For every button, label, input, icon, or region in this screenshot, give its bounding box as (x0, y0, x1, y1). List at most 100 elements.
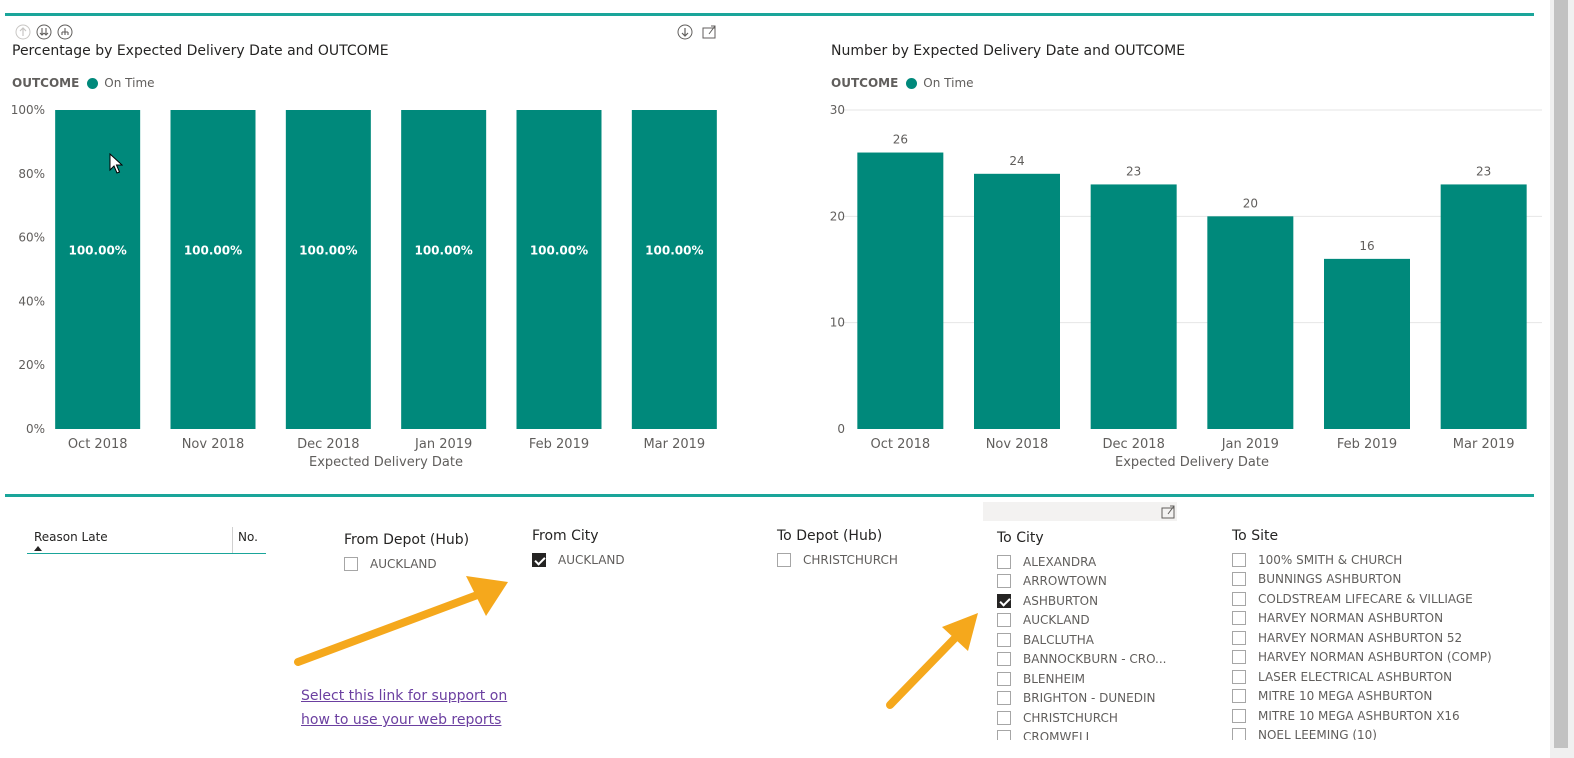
slicer-item[interactable]: HARVEY NORMAN ASHBURTON (1232, 609, 1492, 629)
checkbox[interactable] (777, 552, 791, 567)
support-link[interactable]: Select this link for support on (301, 688, 507, 704)
slicer-item[interactable]: HARVEY NORMAN ASHBURTON (COMP) (1232, 648, 1492, 668)
drill-up-icon[interactable] (15, 24, 31, 40)
checkbox[interactable] (997, 613, 1011, 628)
slicer-item-label: HARVEY NORMAN ASHBURTON 52 (1258, 630, 1463, 645)
checkbox[interactable] (997, 691, 1011, 706)
slicer-item-label: BANNOCKBURN - CRO... (1023, 652, 1167, 667)
checkbox[interactable] (1232, 689, 1246, 704)
data-label: 100.00% (299, 244, 357, 258)
slicer-item[interactable]: HARVEY NORMAN ASHBURTON 52 (1232, 628, 1492, 648)
percentage-bar-chart: 0% 20% 40% 60% 80% 100% 100.00% Oct 2018 100.00%… (11, 103, 717, 470)
data-label: 26 (893, 133, 908, 147)
slicer-title-to-depot: To Depot (Hub) (777, 528, 883, 544)
slicer-item[interactable]: BANNOCKBURN - CRO... (997, 650, 1167, 670)
slicer-item[interactable]: CHRISTCHURCH (777, 550, 898, 570)
slicer-item[interactable]: AUCKLAND (532, 550, 625, 570)
middle-divider (5, 494, 1534, 497)
support-link-line2[interactable]: how to use your web reports (301, 712, 502, 728)
legend-title: OUTCOME (12, 76, 80, 90)
checkbox[interactable] (997, 652, 1011, 667)
checkbox-checked[interactable] (532, 552, 546, 567)
slicer-item[interactable]: LASER ELECTRICAL ASHBURTON (1232, 667, 1492, 687)
checkbox[interactable] (1232, 708, 1246, 723)
support-link-line1[interactable]: Select this link for support on (301, 688, 508, 704)
checkbox[interactable] (1232, 728, 1246, 740)
x-tick-label: Mar 2019 (1453, 437, 1515, 452)
data-label: 100.00% (530, 244, 588, 258)
slicer-item[interactable]: BLENHEIM (997, 669, 1167, 689)
slicer-item[interactable]: 100% SMITH & CHURCH (1232, 550, 1492, 570)
checkbox[interactable] (1232, 669, 1246, 684)
slicer-from-city: AUCKLAND (532, 550, 625, 570)
slicer-item[interactable]: MITRE 10 MEGA ASHBURTON (1232, 687, 1492, 707)
chart-legend-number: OUTCOME On Time (831, 76, 974, 90)
checkbox[interactable] (997, 632, 1011, 647)
slicer-item[interactable]: BALCLUTHA (997, 630, 1167, 650)
legend-label-on-time[interactable]: On Time (923, 76, 974, 90)
slicer-item[interactable]: COLDSTREAM LIFECARE & VILLIAGE (1232, 589, 1492, 609)
expand-hierarchy-icon[interactable] (57, 24, 73, 40)
support-link[interactable]: how to use your web reports (301, 712, 501, 728)
slicer-item[interactable]: ARROWTOWN (997, 572, 1167, 592)
number-bar-chart: 0 10 20 30 26 Oct 2018 24 Nov 2018 23 Dec 2018 20 J… (830, 103, 1542, 470)
legend-dot-on-time (906, 77, 918, 89)
scrollbar-thumb[interactable] (1554, 0, 1568, 748)
slicer-item[interactable]: BRIGHTON - DUNEDIN (997, 689, 1167, 709)
visual-header-bar (983, 502, 1177, 521)
x-axis-title: Expected Delivery Date (309, 455, 463, 470)
slicer-item[interactable]: CROMWELL (997, 728, 1167, 740)
checkbox-checked[interactable] (997, 593, 1011, 608)
column-header-reason-late[interactable]: Reason Late (34, 530, 108, 544)
slicer-to-city-viewport: ALEXANDRA ARROWTOWN ASHBURTON AUCKLAND BALCL… (997, 552, 1187, 740)
checkbox[interactable] (1232, 591, 1246, 606)
checkbox[interactable] (1232, 611, 1246, 626)
column-header-no[interactable]: No. (238, 530, 258, 544)
slicer-item-label: BUNNINGS ASHBURTON (1258, 572, 1402, 587)
data-label: 16 (1359, 239, 1374, 253)
slicer-item[interactable]: MITRE 10 MEGA ASHBURTON X16 (1232, 706, 1492, 726)
y-tick-label: 20 (830, 209, 845, 223)
slicer-item[interactable]: CHRISTCHURCH (997, 708, 1167, 728)
checkbox[interactable] (997, 671, 1011, 686)
checkbox[interactable] (997, 730, 1011, 740)
slicer-item[interactable]: ALEXANDRA (997, 552, 1167, 572)
checkbox[interactable] (997, 574, 1011, 589)
slicer-item-label: HARVEY NORMAN ASHBURTON (1258, 611, 1444, 626)
slicer-item[interactable]: NOEL LEEMING (10) (1232, 726, 1492, 740)
checkbox[interactable] (1232, 650, 1246, 665)
slicer-item[interactable]: ASHBURTON (997, 591, 1167, 611)
slicer-item-label: 100% SMITH & CHURCH (1258, 552, 1403, 567)
checkbox[interactable] (1232, 552, 1246, 567)
sort-ascending-icon (34, 546, 42, 551)
checkbox[interactable] (997, 710, 1011, 725)
chart-title-number: Number by Expected Delivery Date and OUT… (831, 43, 1186, 59)
slicer-item-label: ARROWTOWN (1023, 574, 1107, 589)
bar (1440, 184, 1527, 429)
drill-down-level-icon[interactable] (36, 24, 52, 40)
checkbox[interactable] (344, 556, 358, 571)
slicer-item[interactable]: AUCKLAND (997, 611, 1167, 631)
slicer-item-label: HARVEY NORMAN ASHBURTON (COMP) (1258, 650, 1492, 665)
bar (285, 110, 371, 429)
slicer-item-label: ASHBURTON (1023, 593, 1099, 608)
slicer-title-to-site: To Site (1232, 528, 1279, 544)
y-tick-label: 80% (18, 167, 45, 181)
column-separator[interactable] (232, 527, 233, 553)
slicer-item-label: COLDSTREAM LIFECARE & VILLIAGE (1258, 591, 1473, 606)
checkbox[interactable] (1232, 572, 1246, 587)
slicer-item[interactable]: AUCKLAND (344, 554, 437, 574)
slicer-item[interactable]: BUNNINGS ASHBURTON (1232, 570, 1492, 590)
data-label: 100.00% (184, 244, 242, 258)
y-tick-label: 60% (18, 231, 45, 245)
legend-label-on-time[interactable]: On Time (104, 76, 155, 90)
checkbox[interactable] (997, 554, 1011, 569)
focus-mode-icon[interactable] (701, 24, 717, 40)
slicer-item-label: AUCKLAND (370, 556, 437, 571)
focus-mode-icon[interactable] (1160, 504, 1176, 520)
bar (1207, 216, 1294, 429)
checkbox[interactable] (1232, 630, 1246, 645)
data-label: 100.00% (68, 244, 126, 258)
drill-down-icon[interactable] (677, 24, 693, 40)
bar (55, 110, 141, 429)
